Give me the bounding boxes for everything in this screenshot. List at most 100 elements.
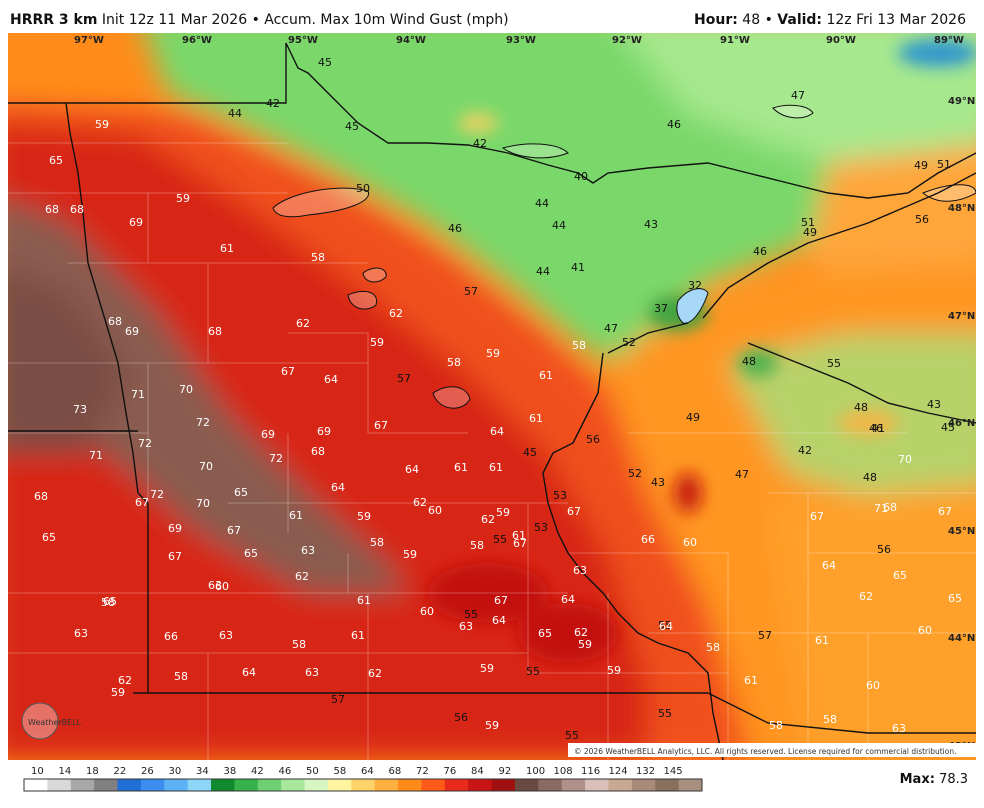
gust-value: 68 [70,203,84,216]
max-label: Max: [899,772,935,787]
gust-value: 57 [758,629,772,642]
gust-value: 55 [658,707,672,720]
gust-value: 63 [459,620,473,633]
gust-value: 60 [215,580,229,593]
gust-value: 61 [539,369,553,382]
legend-swatch [117,779,142,791]
legend-swatch [538,779,563,791]
gust-value: 64 [822,559,836,572]
product-name: Accum. Max 10m Wind Gust (mph) [264,12,509,28]
gust-value: 59 [111,686,125,699]
gust-value: 69 [261,428,275,441]
legend-swatch [678,779,703,791]
legend-swatch [94,779,118,791]
latitude-label: 49°N [948,96,975,107]
gust-value: 48 [854,401,868,414]
gust-value: 67 [374,419,388,432]
longitude-label: 94°W [396,35,426,46]
legend-tick: 22 [114,766,127,777]
legend-swatch [374,779,399,791]
legend-swatch [257,779,282,791]
legend-swatch [398,779,422,791]
gust-value: 40 [574,170,588,183]
gust-value: 67 [135,496,149,509]
gust-value: 67 [494,594,508,607]
gust-value: 70 [898,453,912,466]
gust-value: 59 [176,192,190,205]
gust-value: 68 [34,490,48,503]
legend-tick: 64 [361,766,374,777]
gust-value: 59 [486,347,500,360]
gust-value: 49 [803,226,817,239]
legend-swatch [327,779,352,791]
gust-value: 68 [208,325,222,338]
gust-value: 67 [567,505,581,518]
gust-value: 45 [941,421,955,434]
legend-tick: 34 [196,766,209,777]
gust-value: 59 [95,118,109,131]
gust-value: 58 [174,670,188,683]
gust-value: 63 [208,579,222,592]
gust-value: 64 [324,373,338,386]
gust-value: 65 [893,569,907,582]
gust-value: 64 [490,425,504,438]
gust-value: 64 [405,463,419,476]
gust-value: 62 [368,667,382,680]
max-number: 78.3 [939,772,968,787]
gust-value: 45 [345,120,359,133]
longitude-label: 91°W [720,35,750,46]
gust-value: 48 [742,355,756,368]
gust-value: 58 [370,536,384,549]
gust-value: 53 [553,489,567,502]
separator: • [764,12,773,28]
legend-swatch [234,779,259,791]
legend-swatch [70,779,95,791]
gust-value: 62 [574,626,588,639]
gust-value: 64 [492,614,506,627]
legend-tick: 38 [224,766,237,777]
gust-value: 45 [523,446,537,459]
gust-value: 60 [428,504,442,517]
gust-value: 62 [859,590,873,603]
gust-value: 47 [604,322,618,335]
gust-value: 65 [103,595,117,608]
gust-value: 61 [489,461,503,474]
valid-time: Hour: 48 • Valid: 12z Fri 13 Mar 2026 [694,12,966,28]
gust-value: 55 [464,608,478,621]
latitude-label: 45°N [948,526,975,537]
gust-value: 51 [801,216,815,229]
legend-swatch [631,779,656,791]
legend-swatch [655,779,680,791]
gust-value: 43 [644,218,658,231]
gust-value: 61 [351,629,365,642]
gust-value: 63 [892,722,906,735]
gust-value: 63 [573,564,587,577]
gust-value: 48 [863,471,877,484]
legend-tick: 92 [499,766,512,777]
hour-label: Hour: [694,12,738,28]
gust-value: 67 [810,510,824,523]
gust-value: 65 [42,531,56,544]
gust-value: 70 [179,383,193,396]
legend-swatch [351,779,376,791]
gust-value: 32 [688,279,702,292]
weatherbell-logo: WeatherBELL [21,702,82,740]
gust-value: 63 [219,629,233,642]
gust-value: 42 [266,97,280,110]
gust-value: 44 [228,107,242,120]
gust-value: 58 [447,356,461,369]
valid-label: Valid: [777,12,823,28]
gust-value: 61 [454,461,468,474]
legend-swatch [164,779,189,791]
gust-value: 59 [357,510,371,523]
gust-value: 65 [948,592,962,605]
gust-value: 56 [586,433,600,446]
legend-tick: 46 [279,766,292,777]
legend-tick: 124 [609,766,628,777]
gust-value: 51 [937,158,951,171]
model-name: HRRR 3 km [10,12,98,28]
gust-value: 62 [481,513,495,526]
legend-bar [23,778,703,792]
legend-tick: 116 [581,766,600,777]
